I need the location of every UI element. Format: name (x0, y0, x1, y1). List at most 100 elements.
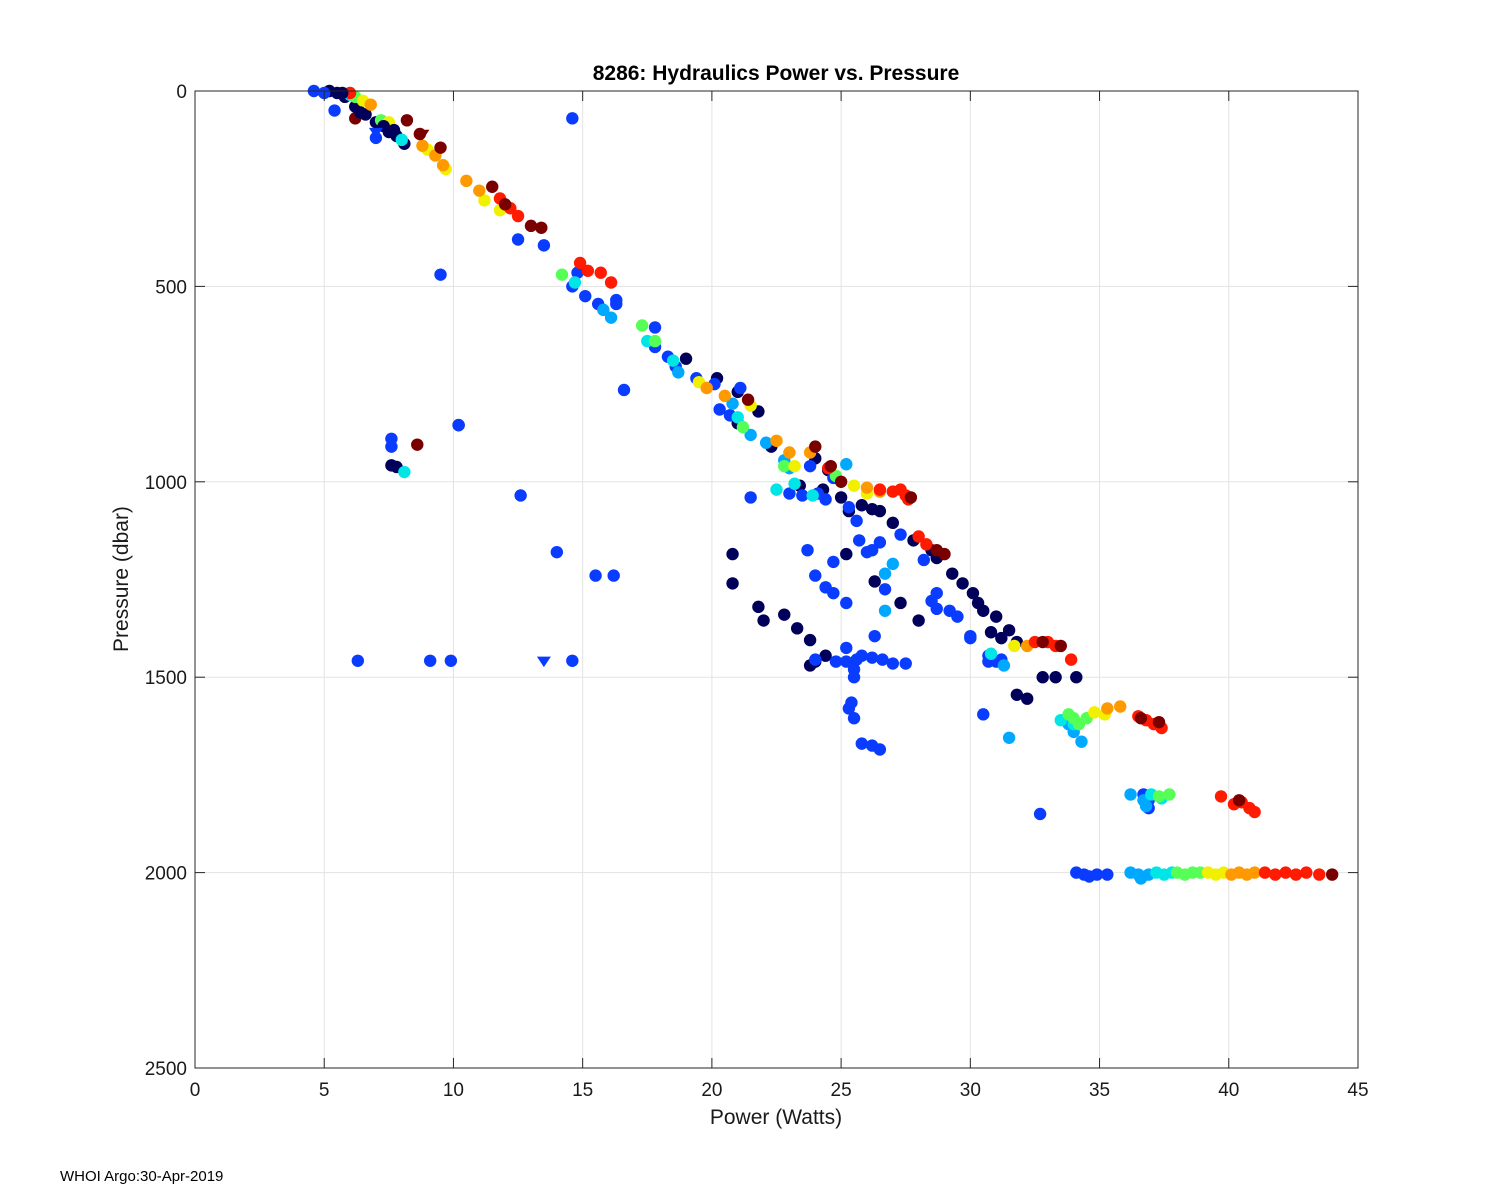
x-tick-label: 40 (1218, 1080, 1239, 1101)
data-point (1248, 866, 1261, 879)
axis-ticks: 0 5 10 15 20 25 30 35 40 45 0 500 1000 1500 2000 2500 (145, 82, 1369, 1101)
data-point (511, 209, 525, 223)
data-point (783, 487, 796, 500)
data-point (1033, 807, 1047, 821)
data-point (855, 499, 868, 512)
data-point (917, 553, 931, 567)
y-axis-label: Pressure (dbar) (110, 506, 133, 652)
data-point (873, 483, 887, 496)
data-point (840, 655, 853, 668)
data-point (809, 569, 822, 582)
data-point (920, 538, 933, 551)
data-point (855, 737, 868, 750)
data-point (400, 114, 414, 127)
data-point (790, 622, 804, 635)
data-point (886, 557, 899, 571)
data-point (819, 649, 832, 662)
data-point (757, 614, 770, 627)
x-tick-label: 0 (190, 1080, 201, 1101)
data-point (876, 653, 889, 666)
data-point (589, 569, 602, 582)
data-point (1002, 731, 1016, 744)
data-point (411, 438, 424, 451)
data-point (679, 352, 693, 365)
data-point (977, 708, 990, 721)
data-point (827, 555, 840, 569)
data-point (731, 411, 744, 424)
data-point (1134, 712, 1148, 725)
data-point (581, 264, 595, 277)
x-tick-label: 30 (960, 1080, 981, 1101)
data-point (834, 491, 848, 504)
data-point (336, 86, 349, 100)
data-point (873, 504, 887, 518)
data-point (741, 393, 755, 406)
x-tick-label: 25 (831, 1080, 852, 1101)
data-point (899, 657, 912, 670)
data-point (555, 268, 569, 281)
data-point (860, 545, 874, 559)
data-point (842, 702, 856, 715)
data-point (788, 477, 801, 490)
data-point (834, 475, 848, 488)
data-point (597, 303, 610, 317)
data-point (904, 491, 918, 504)
data-point (956, 577, 969, 590)
y-tick-label: 1000 (145, 473, 187, 494)
x-axis-label: Power (Watts) (710, 1106, 842, 1129)
data-point (759, 436, 773, 449)
data-point (1020, 692, 1034, 705)
data-point (1010, 688, 1024, 701)
x-tick-label: 15 (572, 1080, 593, 1101)
data-point (878, 567, 892, 580)
data-point (824, 459, 837, 473)
data-point (853, 534, 866, 547)
data-point (1300, 866, 1313, 879)
data-point (886, 657, 899, 670)
data-point (423, 654, 437, 667)
data-point (364, 98, 377, 111)
plot-area (195, 91, 1358, 1068)
data-point (829, 655, 843, 668)
x-tick-label: 5 (319, 1080, 330, 1101)
data-point (894, 596, 907, 610)
data-point (478, 194, 491, 207)
data-point (840, 641, 853, 655)
data-point (607, 569, 620, 582)
x-tick-label: 10 (443, 1080, 464, 1101)
data-point (840, 596, 853, 610)
data-point (1064, 653, 1078, 666)
data-point (1325, 868, 1339, 881)
data-point (635, 319, 649, 332)
data-point-triangle (536, 656, 551, 668)
data-point (573, 256, 587, 270)
data-point (726, 577, 739, 590)
y-tick-label: 0 (176, 82, 187, 103)
data-point (700, 381, 713, 395)
data-point (1002, 624, 1016, 637)
data-point (713, 403, 726, 416)
data-point (1036, 671, 1049, 684)
data-point (610, 297, 623, 311)
data-point (809, 440, 822, 453)
data-point (788, 459, 801, 473)
data-point (912, 614, 925, 627)
data-point (850, 653, 863, 666)
data-point (778, 459, 791, 473)
data-point (1101, 702, 1114, 715)
data-point (579, 289, 592, 303)
data-point (1248, 805, 1261, 819)
data-point (946, 567, 959, 580)
data-point (912, 530, 925, 543)
data-point (1269, 868, 1282, 881)
data-point (1139, 799, 1153, 813)
data-point (566, 654, 579, 667)
data-point (328, 104, 341, 117)
data-point (1054, 639, 1067, 653)
data-point (537, 239, 551, 252)
data-point (827, 586, 840, 600)
x-tick-label: 35 (1089, 1080, 1110, 1101)
data-point-triangle (415, 129, 430, 141)
data-point (1049, 671, 1062, 684)
data-point (617, 383, 631, 397)
